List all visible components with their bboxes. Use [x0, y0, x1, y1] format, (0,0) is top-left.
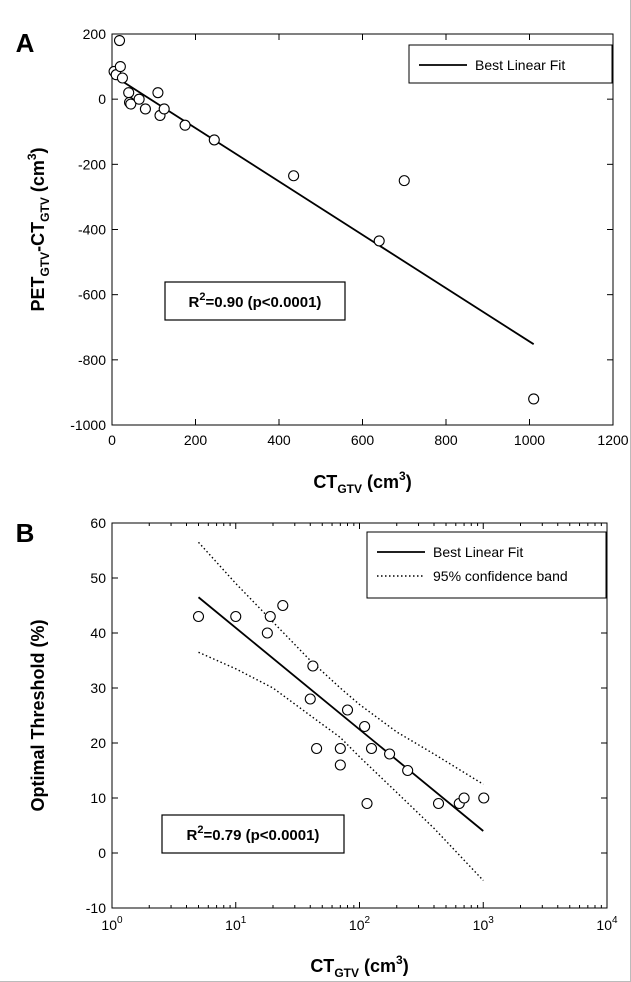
- x-tick-label: 100: [101, 915, 123, 933]
- data-point: [133, 93, 145, 105]
- data-point: [208, 134, 220, 146]
- legend: Best Linear Fit: [408, 44, 613, 84]
- y-tick-label: 30: [90, 680, 106, 696]
- data-point: [179, 119, 191, 131]
- data-point: [261, 627, 273, 639]
- data-point: [230, 610, 242, 623]
- annotation-box: [161, 814, 345, 854]
- panel-a: A 0 200 400 600 800 1000 1200 -1000 -800 -600 -400 -…: [16, 26, 629, 496]
- x-tick-label: 1000: [514, 432, 545, 448]
- x-tick-label: 101: [225, 915, 247, 933]
- data-point: [334, 742, 346, 755]
- x-tick-label: 0: [108, 432, 116, 448]
- data-point: [334, 759, 346, 771]
- data-point: [304, 693, 316, 705]
- y-tick-label: -10: [86, 900, 106, 916]
- data-point: [123, 87, 135, 99]
- data-point: [277, 599, 289, 612]
- panel-b: B 100 101 102 103 104 -10 0 10 20 30 40 50 60 Best Lin…: [16, 515, 618, 980]
- data-point: [307, 660, 319, 672]
- y-tick-label: 0: [98, 845, 106, 861]
- y-tick-label: -200: [78, 156, 106, 172]
- confidence-band-upper: [197, 541, 484, 785]
- y-axis-label: PETGTV-CTGTV (cm3): [25, 147, 52, 311]
- data-point: [139, 103, 151, 115]
- data-point: [341, 704, 354, 716]
- y-tick-label: -800: [78, 352, 106, 368]
- legend-label: 95% confidence band: [433, 568, 568, 584]
- data-point: [432, 797, 445, 810]
- x-tick-label: 104: [596, 915, 618, 933]
- plot-frame: [111, 33, 614, 426]
- legend-box: [366, 531, 607, 599]
- legend-label: Best Linear Fit: [433, 544, 523, 560]
- data-point: [458, 792, 470, 804]
- panel-letter: B: [16, 518, 35, 548]
- legend: Best Linear Fit 95% confidence band: [366, 531, 607, 599]
- y-tick-label: 50: [90, 570, 106, 586]
- data-point: [152, 87, 164, 99]
- data-point: [359, 720, 371, 733]
- x-tick-label: 800: [434, 432, 458, 448]
- annotation-box: [164, 281, 346, 321]
- data-point: [116, 72, 128, 84]
- data-point: [125, 98, 137, 110]
- x-tick-label: 1200: [597, 432, 628, 448]
- y-tick-label: 0: [98, 91, 106, 107]
- data-point: [478, 792, 490, 804]
- y-tick-label: -400: [78, 222, 106, 238]
- y-tick-label: 40: [90, 625, 106, 641]
- data-point: [402, 764, 414, 777]
- data-point: [114, 61, 126, 73]
- x-tick-label: 200: [184, 432, 208, 448]
- data-point: [288, 170, 300, 182]
- legend-box: [408, 44, 613, 84]
- data-point: [264, 610, 276, 623]
- data-point: [158, 103, 170, 115]
- data-point: [361, 797, 373, 810]
- data-point: [192, 610, 205, 623]
- data-point: [398, 175, 410, 187]
- y-tick-label: -600: [78, 287, 106, 303]
- annotation-text: R2=0.79 (p<0.0001): [187, 824, 320, 844]
- data-point: [365, 742, 378, 755]
- y-tick-label: 60: [90, 515, 106, 531]
- data-point: [384, 748, 396, 760]
- y-tick-label: -1000: [70, 417, 106, 433]
- best-fit-line: [197, 596, 484, 832]
- data-point: [373, 235, 385, 247]
- x-tick-label: 400: [267, 432, 291, 448]
- best-fit-line: [111, 73, 535, 345]
- y-tick-label: 200: [83, 26, 107, 42]
- x-tick-label: 103: [473, 915, 495, 933]
- panel-letter: A: [16, 28, 35, 58]
- r-squared-annotation: R2=0.79 (p<0.0001): [161, 814, 345, 854]
- data-point: [311, 742, 323, 755]
- x-tick-label: 600: [351, 432, 375, 448]
- x-axis-label: CTGTV (cm3): [313, 469, 411, 496]
- y-axis-label: Optimal Threshold (%): [28, 619, 48, 811]
- legend-label: Best Linear Fit: [475, 57, 565, 73]
- y-tick-label: 10: [90, 790, 106, 806]
- data-point: [113, 34, 126, 47]
- annotation-text: R2=0.90 (p<0.0001): [189, 291, 322, 311]
- data-point: [528, 393, 540, 405]
- r-squared-annotation: R2=0.90 (p<0.0001): [164, 281, 346, 321]
- x-tick-label: 102: [349, 915, 371, 933]
- x-axis-label: CTGTV (cm3): [310, 953, 408, 980]
- y-tick-label: 20: [90, 735, 106, 751]
